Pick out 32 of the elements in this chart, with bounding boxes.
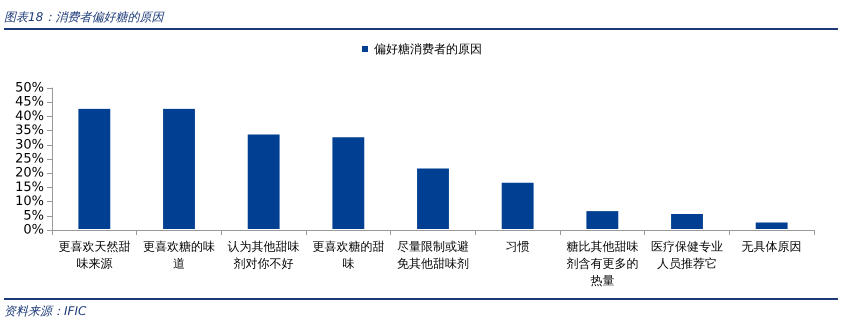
y-tick-label: 10% bbox=[15, 194, 44, 210]
x-tick-label: 更喜欢糖的味道 bbox=[143, 240, 215, 270]
y-tick-label: 40% bbox=[15, 108, 44, 124]
y-tick-label: 45% bbox=[15, 94, 44, 110]
bar bbox=[754, 221, 789, 230]
text: 资料来源：IFIC bbox=[4, 298, 838, 320]
x-tick-label: 更喜欢糖的甜味 bbox=[312, 240, 384, 270]
y-tick-label: 0% bbox=[23, 222, 44, 238]
x-tick-label: 认为其他甜味剂对你不好 bbox=[228, 240, 300, 270]
x-tick-label: 习惯 bbox=[506, 240, 530, 254]
y-tick-label: 35% bbox=[15, 123, 44, 138]
y-tick-label: 25% bbox=[15, 152, 44, 166]
x-tick-label: 医疗保健专业人员推荐它 bbox=[651, 240, 723, 270]
y-tick-label: 50% bbox=[15, 80, 44, 96]
bar bbox=[77, 108, 112, 230]
bar bbox=[670, 212, 704, 230]
bar bbox=[331, 136, 366, 230]
x-tick-label: 糖比其他甜味剂含有更多的热量 bbox=[566, 240, 638, 288]
y-tick-label: 20% bbox=[15, 166, 44, 181]
bar bbox=[416, 168, 450, 230]
bar bbox=[246, 133, 281, 230]
y-tick-label: 15% bbox=[15, 180, 44, 195]
bar bbox=[500, 182, 535, 230]
x-tick-label: 尽量限制或避免其他甜味剂 bbox=[397, 240, 469, 270]
y-tick-label: 30% bbox=[15, 137, 44, 152]
bar bbox=[162, 108, 196, 230]
legend-label: 偏好糖消费者的原因 bbox=[374, 42, 482, 56]
y-tick-label: 5% bbox=[23, 208, 44, 224]
x-tick-label: 无具体原因 bbox=[742, 240, 802, 254]
x-tick-label: 更喜欢天然甜味来源 bbox=[58, 240, 130, 270]
bar bbox=[585, 210, 620, 230]
chart-title: 图表18：消费者偏好糖的原因 bbox=[4, 6, 838, 30]
